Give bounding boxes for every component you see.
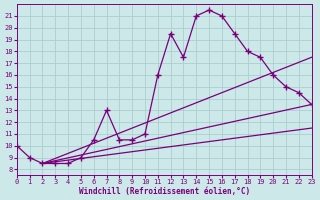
X-axis label: Windchill (Refroidissement éolien,°C): Windchill (Refroidissement éolien,°C) [79,187,250,196]
